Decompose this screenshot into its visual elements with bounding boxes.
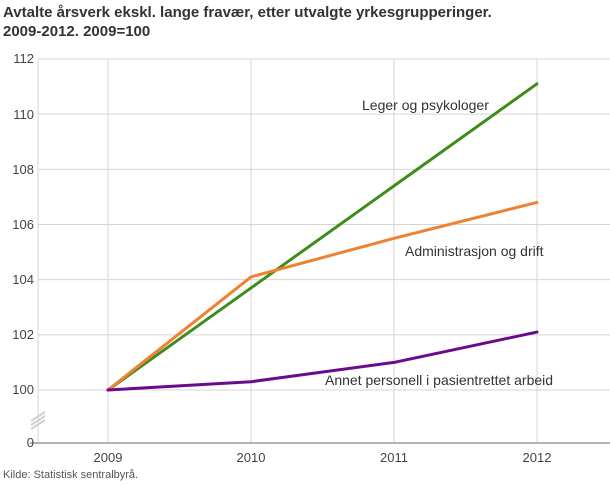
y-tick-110: 110 — [13, 107, 34, 122]
y-tick-100: 100 — [12, 382, 34, 397]
y-tick-108: 108 — [12, 162, 34, 177]
series-line-2 — [106, 330, 539, 392]
x-tick-2010: 2010 — [236, 450, 266, 465]
series-line-0 — [106, 82, 539, 392]
axis-break-mark-2 — [30, 419, 46, 430]
x-tick-2011: 2011 — [380, 450, 408, 465]
axis-break-mark-0 — [30, 411, 46, 422]
axis-break-mark-1 — [30, 415, 46, 426]
series-label-annet-personell: Annet personell i pasientrettet arbeid — [325, 372, 554, 388]
series-label-administrasjon-og-drift: Administrasjon og drift — [405, 243, 544, 259]
x-tick-2012: 2012 — [522, 450, 552, 465]
series-line-1 — [106, 200, 539, 392]
y-tick-104: 104 — [12, 272, 34, 287]
y-tick-106: 106 — [12, 217, 34, 232]
y-tick-102: 102 — [12, 327, 34, 342]
y-tick-zero: 0 — [26, 435, 34, 450]
x-tick-2009: 2009 — [93, 450, 123, 465]
chart-title: Avtalte årsverk ekskl. lange fravær, ett… — [3, 4, 492, 40]
source-note: Kilde: Statistisk sentralbyrå. — [3, 469, 139, 481]
series-label-leger-og-psykologer: Leger og psykologer — [362, 97, 489, 113]
y-tick-112: 112 — [13, 51, 34, 66]
